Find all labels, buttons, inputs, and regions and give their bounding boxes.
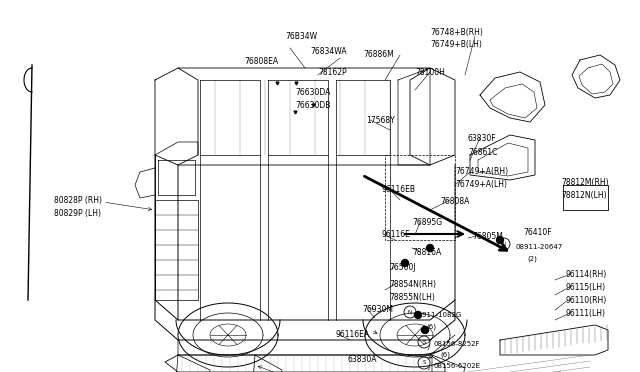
Text: 80828P (RH): 80828P (RH) — [54, 196, 102, 205]
Text: 76861C: 76861C — [468, 148, 497, 157]
Text: 76808EA: 76808EA — [244, 57, 278, 66]
Text: 78854N(RH): 78854N(RH) — [389, 280, 436, 289]
Text: 76895G: 76895G — [412, 218, 442, 227]
Text: 76805M: 76805M — [472, 232, 503, 241]
Text: 76630DB: 76630DB — [295, 101, 330, 110]
Text: S: S — [422, 340, 426, 344]
Text: 76886M: 76886M — [363, 50, 394, 59]
Text: 78816A: 78816A — [412, 248, 441, 257]
Text: 76630DA: 76630DA — [295, 88, 330, 97]
Text: 76410F: 76410F — [523, 228, 552, 237]
Text: 78812N(LH): 78812N(LH) — [561, 191, 607, 200]
Circle shape — [497, 237, 504, 244]
Text: 08911-20647: 08911-20647 — [515, 244, 563, 250]
Text: 78162P: 78162P — [318, 68, 347, 77]
Text: 08156-6202E: 08156-6202E — [433, 363, 480, 369]
Text: 08911-1082G: 08911-1082G — [414, 312, 462, 318]
Text: N: N — [408, 310, 412, 314]
Text: 63830F: 63830F — [468, 134, 497, 143]
Text: 96116EA: 96116EA — [335, 330, 369, 339]
Text: (6): (6) — [440, 352, 450, 359]
Text: 76749+A(RH): 76749+A(RH) — [455, 167, 508, 176]
Text: 78812M(RH): 78812M(RH) — [561, 178, 609, 187]
Text: 76748+B(RH): 76748+B(RH) — [430, 28, 483, 37]
Circle shape — [415, 311, 422, 318]
Text: 76749+B(LH): 76749+B(LH) — [430, 40, 482, 49]
Text: 78100H: 78100H — [415, 68, 445, 77]
Text: 76B34W: 76B34W — [285, 32, 317, 41]
Text: (2): (2) — [527, 256, 537, 263]
Text: 76808A: 76808A — [440, 197, 469, 206]
Circle shape — [401, 260, 408, 266]
Text: N: N — [502, 241, 506, 247]
Text: 63830A: 63830A — [348, 355, 378, 364]
Text: 80829P (LH): 80829P (LH) — [54, 209, 101, 218]
Text: 96115(LH): 96115(LH) — [566, 283, 606, 292]
Circle shape — [422, 327, 429, 334]
Text: (6): (6) — [426, 323, 436, 330]
Circle shape — [426, 244, 433, 251]
Text: 76834WA: 76834WA — [310, 47, 347, 56]
Text: 78855N(LH): 78855N(LH) — [389, 293, 435, 302]
Text: 96111(LH): 96111(LH) — [566, 309, 606, 318]
Text: 96116E: 96116E — [381, 230, 410, 239]
Text: 17568Y: 17568Y — [366, 116, 395, 125]
Text: 96116EB: 96116EB — [381, 185, 415, 194]
Text: 96114(RH): 96114(RH) — [566, 270, 607, 279]
Text: 76749+A(LH): 76749+A(LH) — [455, 180, 507, 189]
Text: 96110(RH): 96110(RH) — [566, 296, 607, 305]
Text: 76500J: 76500J — [389, 263, 415, 272]
Text: S: S — [422, 360, 426, 366]
Text: 76930M: 76930M — [362, 305, 393, 314]
Text: 08156-8252F: 08156-8252F — [433, 341, 479, 347]
